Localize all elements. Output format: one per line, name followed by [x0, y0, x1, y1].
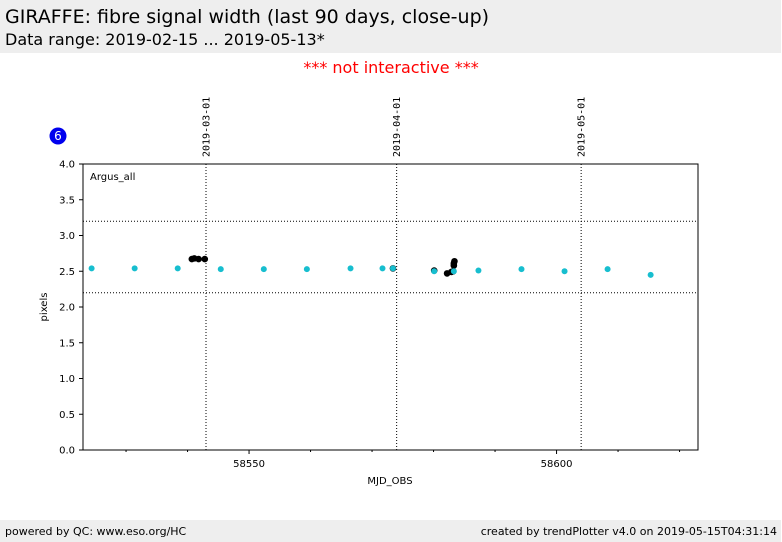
data-point [431, 268, 438, 275]
x-axis: 58550 58600 [125, 450, 681, 470]
y-tick-label: 3.5 [59, 195, 75, 206]
data-point [217, 266, 224, 273]
y-axis: 0.0 0.5 1.0 1.5 2.0 2.5 3.0 3.5 4.0 [59, 160, 83, 457]
footer-bar: powered by QC: www.eso.org/HC created by… [0, 520, 781, 542]
data-point [518, 266, 525, 273]
y-tick-label: 0.0 [59, 446, 75, 457]
data-point [647, 271, 654, 278]
date-marker-label: 2019-04-01 [392, 97, 403, 157]
data-point [303, 266, 310, 273]
data-point [195, 255, 202, 263]
panel-label: Argus_all [90, 172, 135, 183]
data-point [389, 265, 396, 272]
data-point [451, 257, 458, 265]
y-tick-label: 2.0 [59, 303, 75, 314]
data-range-subtitle: Data range: 2019-02-15 ... 2019-05-13* [5, 30, 325, 49]
y-tick-label: 4.0 [59, 160, 75, 171]
data-point [260, 266, 267, 273]
data-point [379, 265, 386, 272]
data-point [347, 265, 354, 272]
threshold-lines [83, 220, 698, 294]
powered-by-link[interactable]: powered by QC: www.eso.org/HC [5, 525, 187, 538]
y-tick-label: 1.0 [59, 374, 75, 385]
y-tick-label: 1.5 [59, 338, 75, 349]
badge-label: 6 [54, 129, 62, 143]
data-point [88, 265, 95, 272]
date-markers: 2019-03-01 2019-04-01 2019-05-01 [202, 97, 588, 450]
y-tick-label: 3.0 [59, 231, 75, 242]
not-interactive-notice: *** not interactive *** [303, 58, 479, 77]
creator-info: created by trendPlotter v4.0 on 2019-05-… [480, 525, 777, 538]
badge-circle [49, 127, 67, 145]
data-point [201, 255, 209, 263]
x-axis-label: MJD_OBS [367, 476, 412, 487]
data-point [131, 265, 138, 272]
trend-chart: 6 2019-03-01 2019-04-01 2019-05-01 0.0 0.5 1… [39, 97, 699, 487]
date-marker-label: 2019-05-01 [577, 97, 588, 157]
data-point [174, 265, 181, 272]
y-axis-label: pixels [39, 293, 50, 322]
data-point [475, 267, 482, 274]
data-points [88, 255, 654, 278]
y-tick-label: 0.5 [59, 410, 75, 421]
page-title: GIRAFFE: fibre signal width (last 90 day… [5, 6, 490, 28]
y-tick-label: 2.5 [59, 267, 75, 278]
data-point [561, 268, 568, 275]
data-point [604, 266, 611, 273]
data-point [450, 268, 457, 275]
plot-number-badge: 6 [49, 127, 67, 145]
header-bar: GIRAFFE: fibre signal width (last 90 day… [0, 0, 781, 53]
x-tick-label: 58550 [233, 459, 265, 470]
date-marker-label: 2019-03-01 [202, 97, 213, 157]
x-tick-label: 58600 [541, 459, 573, 470]
plot-frame [82, 163, 699, 451]
